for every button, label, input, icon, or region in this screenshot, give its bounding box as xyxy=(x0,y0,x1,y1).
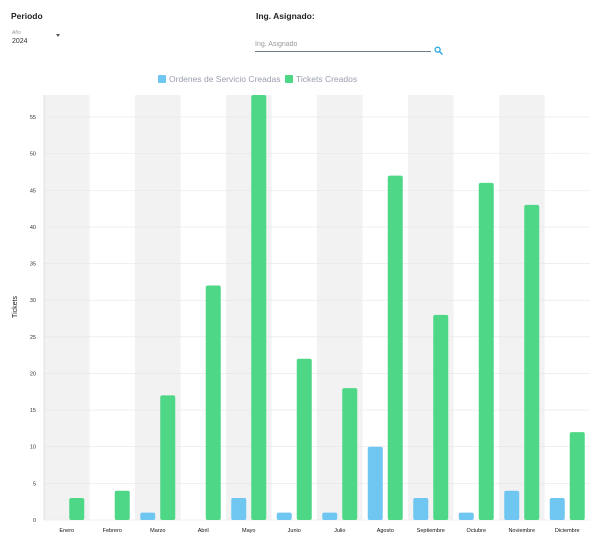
x-label-febrero: Febrero xyxy=(103,528,122,534)
bar-orders-agosto xyxy=(367,446,383,520)
x-axis-ticks: Enero Febrero Marzo Abril Mayo Junio Julio Agos… xyxy=(59,528,579,534)
bar-tickets-octubre xyxy=(478,182,494,520)
x-label-marzo: Marzo xyxy=(150,528,165,534)
grid-lines xyxy=(43,95,590,521)
engineer-label: Ing. Asignado: xyxy=(256,11,315,21)
search-icon[interactable] xyxy=(434,46,443,55)
x-label-abril: Abril xyxy=(198,528,209,534)
y-tick-45: 45 xyxy=(30,188,36,194)
x-label-junio: Junio xyxy=(288,528,301,534)
x-label-octubre: Octubre xyxy=(466,528,486,534)
bar-tickets-noviembre xyxy=(524,204,540,520)
y-tick-40: 40 xyxy=(30,225,36,231)
legend-swatch-tickets xyxy=(285,75,293,83)
y-tick-30: 30 xyxy=(30,298,36,304)
bars xyxy=(69,95,585,520)
bar-tickets-enero xyxy=(69,498,85,520)
year-caption: Año xyxy=(12,30,21,36)
year-value: 2024 xyxy=(12,38,28,45)
legend-label-orders: Ordenes de Servicio Creadas xyxy=(169,74,281,84)
bar-orders-junio xyxy=(276,512,292,520)
bar-tickets-agosto xyxy=(387,175,403,520)
band-enero xyxy=(44,95,90,520)
year-select[interactable]: Año 2024 xyxy=(11,28,63,48)
legend-label-tickets: Tickets Creados xyxy=(296,74,357,84)
bar-tickets-julio xyxy=(342,388,358,520)
caret-down-icon[interactable] xyxy=(56,34,60,37)
legend: Ordenes de Servicio Creadas Tickets Cread… xyxy=(158,74,357,84)
y-tick-5: 5 xyxy=(33,481,36,487)
bar-tickets-junio xyxy=(296,358,312,520)
bar-orders-mayo xyxy=(231,498,247,520)
y-tick-25: 25 xyxy=(30,335,36,341)
y-axis-ticks: 0 5 10 15 20 25 30 35 40 45 50 55 xyxy=(30,115,36,524)
y-axis-title: Tickets xyxy=(12,296,19,318)
bar-orders-noviembre xyxy=(504,490,520,520)
y-tick-55: 55 xyxy=(30,115,36,121)
bar-orders-diciembre xyxy=(549,498,565,520)
bar-tickets-diciembre xyxy=(569,432,585,520)
y-tick-20: 20 xyxy=(30,371,36,377)
y-tick-50: 50 xyxy=(30,152,36,158)
bar-orders-octubre xyxy=(458,512,474,520)
bar-orders-marzo xyxy=(140,512,156,520)
bar-orders-julio xyxy=(322,512,338,520)
x-label-diciembre: Diciembre xyxy=(555,528,580,534)
bar-tickets-mayo xyxy=(251,95,267,520)
x-label-julio: Julio xyxy=(334,528,345,534)
legend-swatch-orders xyxy=(158,75,166,83)
bar-tickets-abril xyxy=(205,285,221,520)
x-label-agosto: Agosto xyxy=(377,528,394,534)
x-label-septiembre: Septiembre xyxy=(417,528,445,534)
x-label-mayo: Mayo xyxy=(242,528,255,534)
y-tick-35: 35 xyxy=(30,262,36,268)
month-bands xyxy=(44,95,545,520)
bar-tickets-septiembre xyxy=(433,314,449,520)
y-tick-10: 10 xyxy=(30,445,36,451)
tickets-bar-chart: 0 5 10 15 20 25 30 35 40 45 50 55 Enero Febrero Marzo… xyxy=(12,74,590,534)
engineer-search-input[interactable] xyxy=(255,37,431,52)
y-tick-15: 15 xyxy=(30,408,36,414)
x-label-noviembre: Noviembre xyxy=(508,528,535,534)
filters-panel: Periodo Año 2024 Ing. Asignado: xyxy=(0,0,605,70)
bar-orders-septiembre xyxy=(413,498,429,520)
bar-tickets-febrero xyxy=(114,490,130,520)
y-tick-0: 0 xyxy=(33,518,36,524)
bar-tickets-marzo xyxy=(160,395,176,520)
x-label-enero: Enero xyxy=(59,528,74,534)
period-label: Periodo xyxy=(11,11,43,21)
